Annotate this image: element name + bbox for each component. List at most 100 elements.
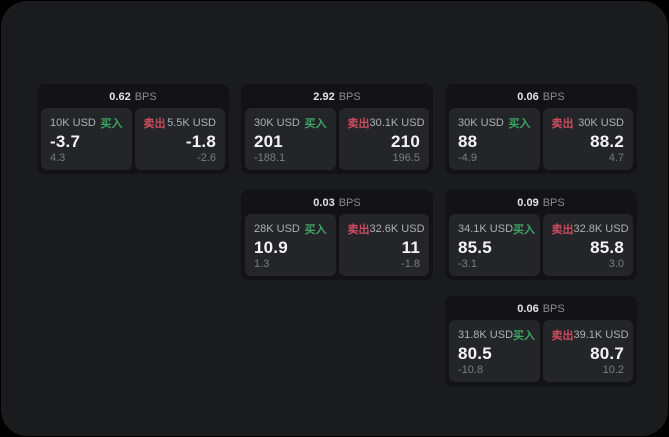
buy-side-label: 买入 [513, 224, 536, 236]
quote-card: 0.06 BPS 30K USD 买入 88 -4.9 卖出 30K USD 8… [445, 84, 637, 174]
sell-panel[interactable]: 卖出 39.1K USD 80.7 10.2 [542, 320, 633, 382]
sell-price: 85.8 [590, 238, 624, 257]
sell-side-label: 卖出 [551, 224, 574, 236]
bps-unit-label: BPS [338, 90, 361, 103]
buy-sub-value: -188.1 [254, 152, 286, 164]
buy-panel-top: 30K USD 买入 [254, 115, 327, 131]
buy-amount: 31.8K USD [458, 329, 514, 341]
sell-amount: 39.1K USD [573, 329, 629, 341]
quote-panels: 28K USD 买入 10.9 1.3 卖出 32.6K USD 11 -1.8 [241, 213, 433, 280]
bps-header: 2.92 BPS [241, 84, 433, 107]
buy-sub-value: -4.9 [458, 152, 477, 164]
buy-panel[interactable]: 34.1K USD 买入 85.5 -3.1 [449, 214, 540, 276]
buy-amount: 34.1K USD [458, 223, 514, 235]
sell-amount: 32.6K USD [369, 223, 425, 235]
buy-amount: 30K USD [458, 117, 504, 129]
sell-sub-value: 4.7 [608, 152, 624, 164]
bps-unit-label: BPS [542, 196, 565, 209]
sell-side-label: 卖出 [347, 224, 370, 236]
buy-price: 85.5 [458, 238, 492, 257]
sell-price: 210 [391, 132, 420, 151]
sell-sub-value: 10.2 [602, 364, 624, 376]
buy-sub-value: 4.3 [50, 152, 66, 164]
sell-panel[interactable]: 卖出 30.1K USD 210 196.5 [338, 108, 429, 170]
sell-panel-top: 卖出 5.5K USD [144, 115, 217, 131]
sell-side-label: 卖出 [551, 118, 574, 130]
buy-panel[interactable]: 10K USD 买入 -3.7 4.3 [41, 108, 132, 170]
quote-card: 0.06 BPS 31.8K USD 买入 80.5 -10.8 卖出 39.1… [445, 296, 637, 386]
quote-panels: 30K USD 买入 201 -188.1 卖出 30.1K USD 210 1… [241, 107, 433, 174]
buy-panel-top: 10K USD 买入 [50, 115, 123, 131]
bps-header: 0.03 BPS [241, 190, 433, 213]
bps-unit-label: BPS [134, 90, 157, 103]
buy-sub-value: 1.3 [254, 258, 270, 270]
sell-price: -1.8 [185, 132, 216, 151]
sell-sub-value: 3.0 [608, 258, 624, 270]
sell-side-label: 卖出 [347, 118, 370, 130]
bps-value: 2.92 [313, 90, 335, 103]
bps-unit-label: BPS [338, 196, 361, 209]
buy-sub-value: -3.1 [458, 258, 477, 270]
sell-side-label: 卖出 [143, 118, 166, 130]
sell-amount: 30.1K USD [369, 117, 425, 129]
sell-panel[interactable]: 卖出 30K USD 88.2 4.7 [542, 108, 633, 170]
bps-value: 0.03 [313, 196, 335, 209]
buy-panel[interactable]: 28K USD 买入 10.9 1.3 [245, 214, 336, 276]
buy-amount: 30K USD [254, 117, 300, 129]
bps-header: 0.09 BPS [445, 190, 637, 213]
quote-panels: 30K USD 买入 88 -4.9 卖出 30K USD 88.2 4.7 [445, 107, 637, 174]
quote-card: 0.62 BPS 10K USD 买入 -3.7 4.3 卖出 5.5K USD… [37, 84, 229, 174]
bps-unit-label: BPS [542, 90, 565, 103]
buy-panel[interactable]: 30K USD 买入 201 -188.1 [245, 108, 336, 170]
buy-price: 88 [458, 132, 478, 151]
buy-panel-top: 28K USD 买入 [254, 221, 327, 237]
sell-price: 88.2 [590, 132, 624, 151]
sell-amount: 5.5K USD [167, 117, 216, 129]
buy-panel-top: 30K USD 买入 [458, 115, 531, 131]
sell-panel[interactable]: 卖出 5.5K USD -1.8 -2.6 [134, 108, 225, 170]
sell-amount: 32.8K USD [573, 223, 629, 235]
bps-value: 0.62 [109, 90, 131, 103]
sell-panel-top: 卖出 32.8K USD [551, 221, 629, 237]
bps-header: 0.06 BPS [445, 296, 637, 319]
sell-panel-top: 卖出 32.6K USD [347, 221, 425, 237]
buy-amount: 10K USD [50, 117, 96, 129]
bps-value: 0.06 [517, 90, 539, 103]
quote-panels: 34.1K USD 买入 85.5 -3.1 卖出 32.8K USD 85.8… [445, 213, 637, 280]
bps-unit-label: BPS [542, 302, 565, 315]
sell-side-label: 卖出 [551, 330, 574, 342]
bps-header: 0.06 BPS [445, 84, 637, 107]
sell-price: 11 [401, 238, 420, 257]
sell-sub-value: -1.8 [401, 258, 420, 270]
buy-amount: 28K USD [254, 223, 300, 235]
quote-card: 2.92 BPS 30K USD 买入 201 -188.1 卖出 30.1K … [241, 84, 433, 174]
buy-price: 10.9 [254, 238, 288, 257]
sell-panel[interactable]: 卖出 32.8K USD 85.8 3.0 [542, 214, 633, 276]
buy-panel-top: 34.1K USD 买入 [458, 221, 535, 237]
buy-side-label: 买入 [100, 118, 123, 130]
bps-header: 0.62 BPS [37, 84, 229, 107]
sell-panel-top: 卖出 30K USD [552, 115, 625, 131]
buy-panel-top: 31.8K USD 买入 [458, 327, 535, 343]
buy-price: 80.5 [458, 344, 492, 363]
buy-price: 201 [254, 132, 283, 151]
quote-card: 0.03 BPS 28K USD 买入 10.9 1.3 卖出 32.6K US… [241, 190, 433, 280]
quote-card: 0.09 BPS 34.1K USD 买入 85.5 -3.1 卖出 32.8K… [445, 190, 637, 280]
quote-panels: 31.8K USD 买入 80.5 -10.8 卖出 39.1K USD 80.… [445, 319, 637, 386]
buy-sub-value: -10.8 [458, 364, 484, 376]
sell-sub-value: -2.6 [197, 152, 216, 164]
buy-side-label: 买入 [304, 118, 327, 130]
buy-panel[interactable]: 31.8K USD 买入 80.5 -10.8 [449, 320, 540, 382]
buy-panel[interactable]: 30K USD 买入 88 -4.9 [449, 108, 540, 170]
buy-side-label: 买入 [508, 118, 531, 130]
sell-amount: 30K USD [578, 117, 624, 129]
sell-sub-value: 196.5 [392, 152, 420, 164]
sell-panel-top: 卖出 39.1K USD [551, 327, 629, 343]
sell-panel-top: 卖出 30.1K USD [347, 115, 425, 131]
sell-panel[interactable]: 卖出 32.6K USD 11 -1.8 [338, 214, 429, 276]
buy-side-label: 买入 [513, 330, 536, 342]
sell-price: 80.7 [590, 344, 624, 363]
bps-value: 0.06 [517, 302, 539, 315]
